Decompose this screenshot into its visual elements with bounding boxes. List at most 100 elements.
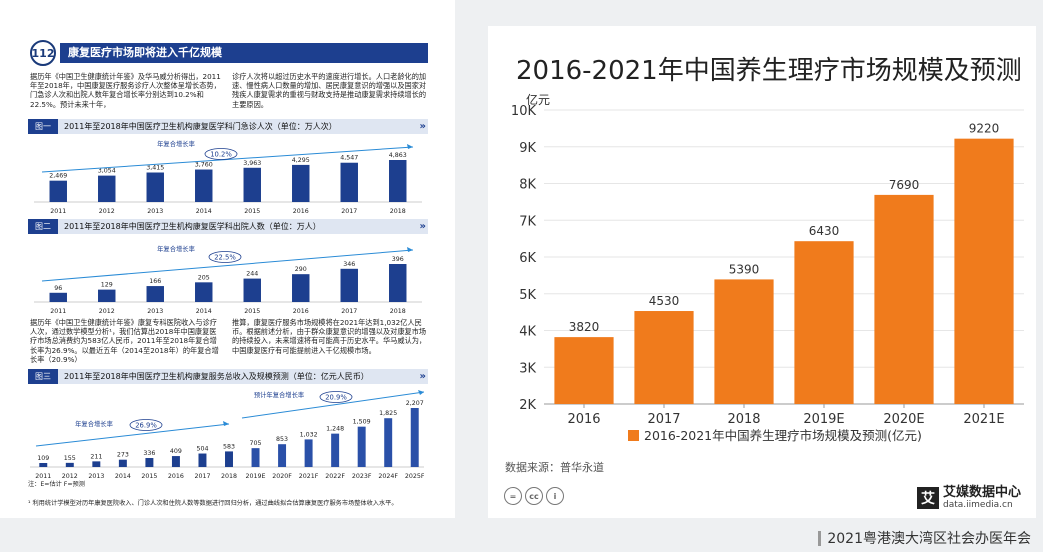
- arrow-head-icon: [418, 390, 424, 395]
- figure-2-header: 图二 2011年至2018年中国医疗卫生机构康复医学科出院人数（单位：万人） »: [28, 219, 428, 234]
- figure-2-chart: 96 2011 129 2012 166 2013 205 2014 244 2015 290 201…: [34, 244, 422, 315]
- bar: [198, 453, 207, 467]
- data-label: 211: [90, 453, 102, 460]
- data-label: 4,863: [389, 152, 407, 159]
- bar: [39, 463, 48, 467]
- tick-label: 2015: [244, 208, 260, 215]
- tick-label: 2014: [196, 308, 212, 315]
- y-tick-label: 3K: [519, 361, 536, 376]
- cagr-value: 26.9%: [135, 421, 157, 429]
- tick-label: 2025F: [405, 473, 424, 480]
- y-tick-label: 6K: [519, 251, 536, 266]
- bar: [195, 169, 213, 202]
- tick-label: 2014: [115, 473, 131, 480]
- data-label: 273: [117, 452, 129, 459]
- forecast-cagr-arrow: [241, 391, 424, 419]
- tick-label: 2011: [50, 308, 66, 315]
- chevron-right-icon: »: [419, 121, 426, 132]
- bar: [384, 418, 393, 467]
- bar: [251, 448, 260, 467]
- figure-1-chart: 2,469 2011 3,054 2012 3,415 2013 3,760 2014 3,96…: [34, 139, 422, 215]
- data-label: 504: [196, 446, 208, 453]
- legend-note: 注：E=估计 F=预测: [28, 481, 85, 488]
- cagr-badge: [204, 148, 238, 160]
- footer-text: 2021粤港澳大湾区社会办医年会: [827, 531, 1031, 547]
- tick-label: 2024F: [378, 473, 398, 480]
- bar: [292, 274, 310, 302]
- intro-paragraph-right: 诊疗人次将以超过历史水平的速度进行增长。人口老龄化的加速、慢性病人口数量的增加、…: [232, 72, 427, 109]
- data-label: 244: [246, 271, 258, 278]
- y-tick-label: 9K: [519, 141, 536, 156]
- cagr-badge: [208, 251, 242, 263]
- tick-label: 2017: [341, 208, 357, 215]
- data-label: 166: [149, 278, 161, 285]
- mid-paragraph-left: 据历年《中国卫生健康统计年鉴》康复专科医院收入与诊疗人次，通过数学模型分析¹，我…: [30, 318, 219, 364]
- bar: [954, 138, 1014, 404]
- mid-paragraph-right: 推算，康复医疗服务市场规模将在2021年达到1,032亿人民币。根据前述分析，由…: [232, 318, 427, 355]
- data-label: 1,248: [326, 426, 344, 433]
- tick-label: 2019E: [246, 473, 266, 480]
- cagr-arrow: [41, 249, 414, 282]
- tick-label: 2011: [50, 208, 66, 215]
- brand-name: 艾媒数据中心: [943, 485, 1022, 500]
- bar: [292, 164, 310, 202]
- chart-panel: [488, 26, 1036, 518]
- bar: [554, 337, 614, 404]
- x-tick-label: 2016: [567, 412, 600, 427]
- footer: 2021粤港澳大湾区社会办医年会: [818, 528, 1031, 548]
- chart-title: 2016-2021年中国养生理疗市场规模及预测: [516, 56, 1022, 86]
- bar: [195, 282, 213, 302]
- license-icons: = cc i: [504, 487, 564, 507]
- tick-label: 2016: [168, 473, 184, 480]
- tick-label: 2014: [196, 208, 212, 215]
- y-tick-label: 10K: [511, 104, 537, 119]
- x-tick-label: 2017: [647, 412, 680, 427]
- bar: [145, 458, 154, 467]
- data-label: 155: [64, 455, 76, 462]
- y-tick-label: 5K: [519, 288, 536, 303]
- figure-1-header: 图一 2011年至2018年中国医疗卫生机构康复医学科门急诊人次（单位：万人次）…: [28, 119, 428, 134]
- figure-2-title: 2011年至2018年中国医疗卫生机构康复医学科出院人数（单位：万人）: [64, 222, 321, 231]
- data-label: 109: [37, 455, 49, 462]
- x-tick-label: 2020E: [883, 412, 924, 427]
- bar: [98, 289, 116, 302]
- cagr-value: 22.5%: [214, 253, 236, 261]
- x-tick-label: 2019E: [803, 412, 844, 427]
- brand-logo: 艾 艾媒数据中心 data.iimedia.cn: [917, 485, 1021, 511]
- data-label: 3,963: [243, 160, 261, 167]
- data-label: 9220: [969, 122, 1000, 136]
- bar: [714, 279, 774, 404]
- data-label: 3,415: [146, 165, 164, 172]
- tick-label: 2013: [147, 208, 163, 215]
- footer-divider: [818, 530, 822, 546]
- section-header: 112 康复医疗市场即将进入千亿规模: [30, 40, 428, 66]
- data-label: 1,032: [300, 431, 318, 438]
- figure-1-tag: 图一: [28, 119, 58, 134]
- tick-label: 2015: [141, 473, 157, 480]
- chevron-right-icon: »: [419, 221, 426, 232]
- bar: [171, 456, 180, 467]
- bar: [331, 433, 340, 467]
- bar: [146, 286, 164, 302]
- bar: [98, 175, 116, 202]
- bar: [49, 180, 67, 202]
- tick-label: 2011: [35, 473, 51, 480]
- tick-label: 2018: [221, 473, 237, 480]
- person-icon: i: [546, 487, 564, 505]
- figure-2-tag: 图二: [28, 219, 58, 234]
- bar: [118, 459, 127, 467]
- data-label: 1,509: [353, 419, 371, 426]
- bar: [634, 311, 694, 404]
- data-label: 409: [170, 448, 182, 455]
- bar: [304, 439, 313, 467]
- bar: [243, 167, 261, 202]
- data-label: 853: [276, 436, 288, 443]
- y-tick-label: 4K: [519, 325, 536, 340]
- tick-label: 2021F: [299, 473, 319, 480]
- figure-3-chart: 109 2011 155 2012 211 2013 273 2014 336 2015 409 20…: [30, 390, 424, 480]
- y-axis-label: 亿元: [526, 92, 550, 107]
- tick-label: 2018: [390, 308, 406, 315]
- data-label: 346: [343, 261, 355, 268]
- section-title: 康复医疗市场即将进入千亿规模: [60, 43, 428, 63]
- tick-label: 2017: [341, 308, 357, 315]
